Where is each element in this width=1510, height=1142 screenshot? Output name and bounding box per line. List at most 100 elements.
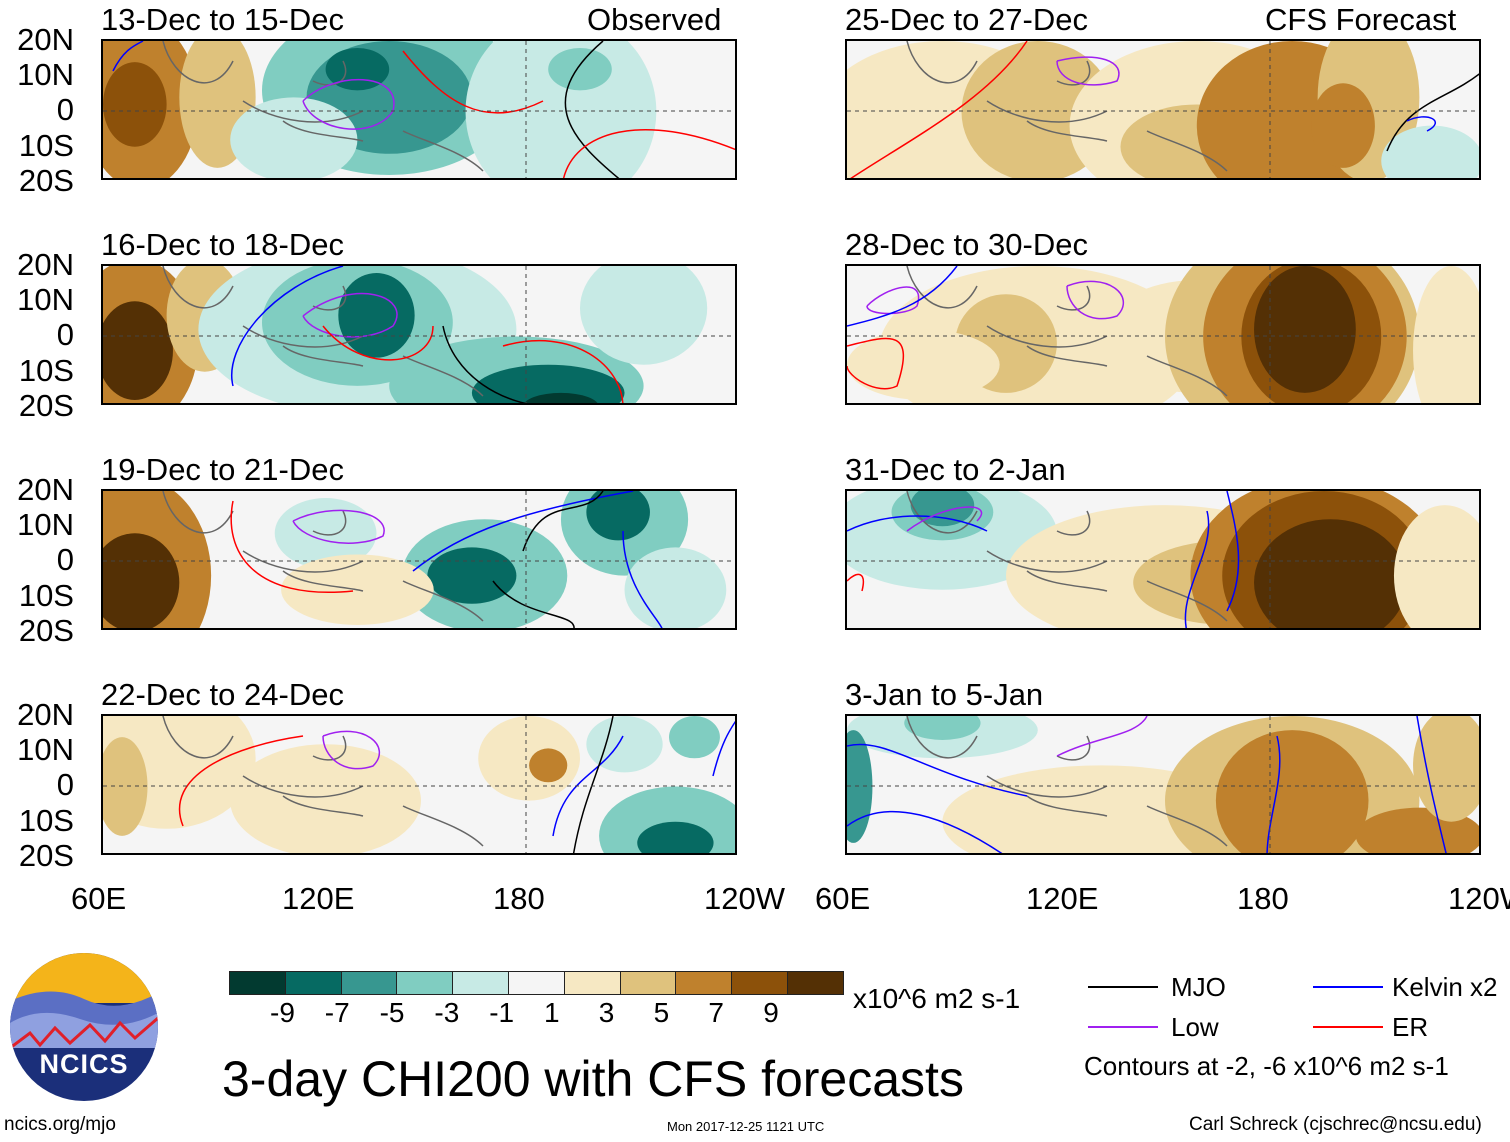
lat-tick-label: 20S [18,612,74,648]
contour-line [712,720,735,777]
chi200-anomaly-region [103,301,173,400]
colorbar-swatch [564,972,621,994]
logo-text: NCICS [39,1049,129,1079]
colorbar-label: -9 [270,997,295,1028]
chi200-anomaly-region [529,748,568,783]
colorbar-label: 5 [653,997,670,1028]
map-panel [845,489,1481,630]
contour-line [552,735,624,837]
contour-note: Contours at -2, -6 x10^6 m2 s-1 [1084,1051,1449,1081]
chi200-anomaly-region [548,48,612,91]
legend-line-kelvin [1313,986,1383,988]
contour-line [1184,510,1210,628]
chi200-anomaly-region [1254,266,1356,393]
chi200-anomaly-region [910,491,975,527]
contour-line [112,41,144,72]
coastline [162,491,484,622]
lon-tick-label: 180 [493,881,545,916]
contour-line [847,573,864,592]
chi200-anomaly-region [1311,83,1375,168]
chi200-anomaly-region [103,533,180,628]
contour-line [850,41,1028,178]
chi200-anomaly-region [586,491,650,541]
contour-line [178,735,304,827]
contour-line [412,491,634,572]
colorbar-swatch [285,972,342,994]
lat-tick-label: 10S [18,802,74,838]
colorbar-units: x10^6 m2 s-1 [853,983,1021,1014]
contour-line [622,530,663,628]
contour-line [1406,116,1436,132]
contour-line [866,286,920,315]
contour-line [1266,735,1281,853]
chi200-anomaly-region [580,266,708,365]
contour-line [564,41,620,178]
map-panel [845,264,1481,405]
contour-line [1416,716,1447,853]
contour-line [442,325,528,403]
contour-line [302,292,398,338]
lat-tick-label: 20N [17,22,74,57]
lon-tick-label: 60E [815,881,871,916]
legend-line-mjo [1088,986,1158,988]
lat-tick-label: 20S [18,162,74,198]
lon-tick-label: 120W [1448,881,1510,916]
chi200-anomaly-region [524,392,598,403]
contour-line [847,743,1028,797]
coastline [906,491,1228,622]
colorbar-swatch [397,972,454,994]
contour-line [1056,56,1120,86]
contour-line [847,337,904,390]
chi200-anomaly-region [103,737,148,836]
legend-er: ER [1392,1012,1429,1042]
map-panel [845,714,1481,855]
chi200-anomaly-region [1413,716,1479,822]
lon-tick-label: 120E [1026,881,1099,916]
panel-title: 13-Dec to 15-Dec [101,2,344,37]
map-panel [101,39,737,180]
lat-tick-label: 20S [18,837,74,873]
colorbar-label: 7 [708,997,724,1028]
coastline [162,266,484,397]
colorbar-label: 9 [763,997,779,1028]
panel-title: 16-Dec to 18-Dec [101,227,344,262]
colorbar-label: 1 [544,997,560,1028]
lat-tick-label: 10N [17,732,74,768]
contour-line [231,266,344,387]
coastline [906,266,1228,397]
coastline [162,716,484,847]
lat-tick-label: 10S [18,577,74,613]
colorbar-swatch [787,972,843,994]
panel-title: 25-Dec to 27-Dec [845,2,1088,37]
chi200-anomaly-region [1215,730,1369,853]
chi200-anomaly-region [1254,519,1407,628]
lat-tick-label: 10N [17,57,74,93]
map-panel [101,714,737,855]
footer-url[interactable]: ncics.org/mjo [4,1114,116,1135]
map-panel [101,264,737,405]
lon-tick-label: 60E [71,881,127,916]
map-panel [845,39,1481,180]
lon-tick-label: 120E [282,881,355,916]
figure-title: 3-day CHI200 with CFS forecasts [222,1051,964,1107]
colorbar-swatch [508,972,565,994]
lat-tick-label: 20N [17,247,74,282]
contour-line [492,580,575,628]
contour-line [292,509,385,544]
lat-tick-label: 10S [18,127,74,163]
contour-line [1066,280,1124,320]
observed-label: Observed [587,2,722,37]
colorbar-swatch [676,972,733,994]
chi200-anomaly-region [669,716,720,759]
lon-tick-label: 120W [704,881,785,916]
colorbar-label: -5 [379,997,405,1028]
contour-line [322,730,380,770]
lat-tick-label: 0 [56,542,74,578]
chi200-anomaly-region [471,364,625,403]
panel-title: 31-Dec to 2-Jan [845,452,1066,487]
coastline [906,716,1228,847]
contour-line [563,128,735,178]
contour-line [402,50,544,114]
panel-title: 28-Dec to 30-Dec [845,227,1088,262]
colorbar-swatch [341,972,398,994]
